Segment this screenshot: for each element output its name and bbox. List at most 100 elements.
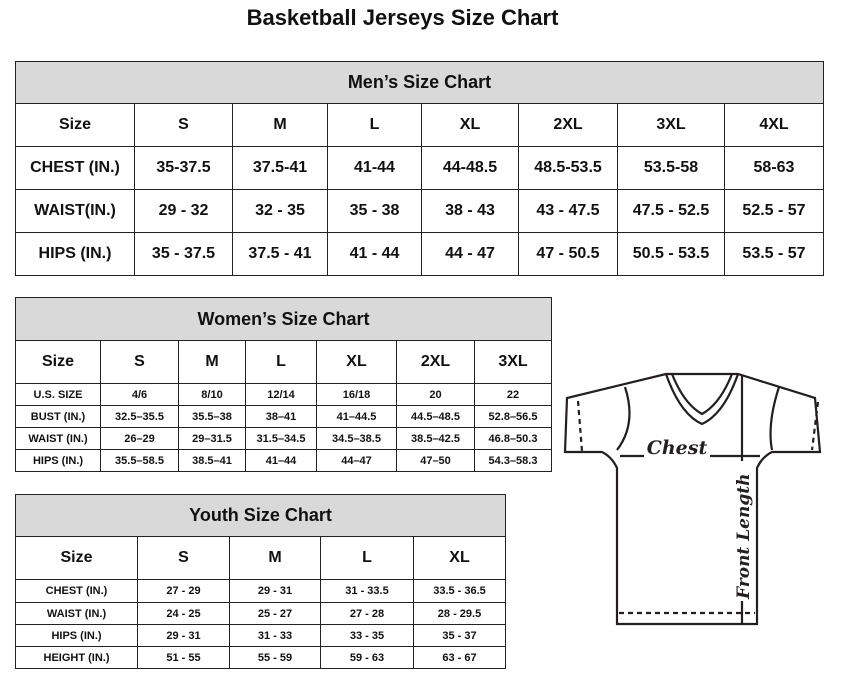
table-cell: 35 - 37 (412, 624, 507, 647)
size-column-header: 2XL (518, 103, 618, 147)
table-cell: 29–31.5 (178, 427, 246, 450)
table-cell: 32.5–35.5 (100, 405, 179, 428)
size-column-header: L (320, 536, 414, 580)
table-cell: 35 - 37.5 (134, 232, 233, 276)
row-label: BUST (IN.) (15, 405, 101, 428)
table-row: CHEST (IN.) 27 - 29 29 - 31 31 - 33.5 33.5 -… (15, 579, 507, 603)
table-cell: 44.5–48.5 (396, 405, 475, 428)
chest-label: Chest (647, 437, 708, 459)
row-label: HIPS (IN.) (15, 232, 135, 276)
size-column-header: XL (412, 536, 507, 580)
table-cell: 33 - 35 (320, 624, 414, 647)
youth-table-title: Youth Size Chart (14, 494, 507, 537)
table-cell: 63 - 67 (412, 646, 507, 669)
row-label: HIPS (IN.) (15, 449, 101, 472)
table-cell: 48.5-53.5 (518, 146, 618, 190)
table-cell: 8/10 (178, 383, 246, 406)
table-cell: 37.5 - 41 (232, 232, 328, 276)
collar (664, 373, 740, 426)
size-column-header: M (232, 103, 328, 147)
size-column-header: M (229, 536, 321, 580)
size-header-row: Size S M L XL 2XL 3XL (15, 340, 553, 384)
table-cell: 44-48.5 (421, 146, 519, 190)
table-cell: 26–29 (100, 427, 179, 450)
table-cell: 51 - 55 (137, 646, 230, 669)
row-label: CHEST (IN.) (15, 579, 138, 603)
size-column-header: 2XL (396, 340, 475, 384)
men-table-title: Men’s Size Chart (15, 61, 824, 104)
table-cell: 47–50 (396, 449, 475, 472)
row-label: WAIST(IN.) (15, 189, 135, 233)
size-column-header: 3XL (617, 103, 725, 147)
table-cell: 16/18 (316, 383, 397, 406)
page-title: Basketball Jerseys Size Chart (246, 5, 559, 30)
table-row: WAIST(IN.) 29 - 32 32 - 35 35 - 38 38 - 43 43… (15, 189, 824, 233)
size-column-header: M (178, 340, 246, 384)
table-cell: 12/14 (245, 383, 317, 406)
size-header-row: Size S M L XL 2XL 3XL 4XL (15, 103, 824, 147)
table-cell: 41 - 44 (327, 232, 422, 276)
table-row: BUST (IN.) 32.5–35.5 35.5–38 38–41 41–44.5 44… (15, 405, 553, 428)
table-cell: 47.5 - 52.5 (617, 189, 725, 233)
size-column-header: L (245, 340, 317, 384)
row-label: Size (15, 536, 138, 580)
table-cell: 31 - 33 (229, 624, 321, 647)
table-cell: 41–44.5 (316, 405, 397, 428)
shirt-outline (563, 372, 822, 626)
row-label: Size (15, 340, 101, 384)
size-column-header: 3XL (473, 340, 553, 384)
table-cell: 54.3–58.3 (473, 449, 553, 472)
size-column-header: S (137, 536, 230, 580)
table-cell: 28 - 29.5 (412, 602, 507, 625)
table-row: HEIGHT (IN.) 51 - 55 55 - 59 59 - 63 63 - 67 (15, 646, 507, 669)
table-cell: 33.5 - 36.5 (412, 579, 507, 603)
table-cell: 29 - 32 (134, 189, 233, 233)
table-cell: 27 - 29 (137, 579, 230, 603)
table-cell: 41-44 (327, 146, 422, 190)
table-cell: 20 (396, 383, 475, 406)
table-cell: 53.5 - 57 (724, 232, 824, 276)
table-cell: 58-63 (724, 146, 824, 190)
table-cell: 29 - 31 (137, 624, 230, 647)
table-cell: 35-37.5 (134, 146, 233, 190)
table-cell: 37.5-41 (232, 146, 328, 190)
size-column-header: 4XL (724, 103, 824, 147)
front-length-label: Front Length (734, 474, 754, 600)
womens-size-table: Women’s Size Chart Size S M L XL 2XL 3XL U.S. SI… (14, 297, 553, 472)
table-row: CHEST (IN.) 35-37.5 37.5-41 41-44 44-48.5 48.… (15, 146, 824, 190)
table-cell: 38 - 43 (421, 189, 519, 233)
size-column-header: XL (421, 103, 519, 147)
table-cell: 32 - 35 (232, 189, 328, 233)
table-cell: 24 - 25 (137, 602, 230, 625)
size-column-header: S (134, 103, 233, 147)
table-cell: 53.5-58 (617, 146, 725, 190)
table-cell: 27 - 28 (320, 602, 414, 625)
table-cell: 31.5–34.5 (245, 427, 317, 450)
size-column-header: S (100, 340, 179, 384)
table-row: HIPS (IN.) 35.5–58.5 38.5–41 41–44 44–47 47–5… (15, 449, 553, 472)
table-cell: 22 (473, 383, 553, 406)
mens-size-table: Men’s Size Chart Size S M L XL 2XL 3XL 4XL CHEST … (15, 61, 824, 276)
row-label: CHEST (IN.) (15, 146, 135, 190)
table-cell: 25 - 27 (229, 602, 321, 625)
table-cell: 52.5 - 57 (724, 189, 824, 233)
table-row: HIPS (IN.) 35 - 37.5 37.5 - 41 41 - 44 44 - … (15, 232, 824, 276)
table-cell: 35 - 38 (327, 189, 422, 233)
table-cell: 50.5 - 53.5 (617, 232, 725, 276)
table-cell: 4/6 (100, 383, 179, 406)
table-cell: 34.5–38.5 (316, 427, 397, 450)
row-label: Size (15, 103, 135, 147)
table-cell: 52.8–56.5 (473, 405, 553, 428)
table-cell: 35.5–38 (178, 405, 246, 428)
table-cell: 59 - 63 (320, 646, 414, 669)
row-label: HEIGHT (IN.) (15, 646, 138, 669)
tshirt-diagram: Chest Front Length (563, 372, 822, 626)
table-cell: 47 - 50.5 (518, 232, 618, 276)
youth-size-table: Youth Size Chart Size S M L XL CHEST (IN.) 27 -… (14, 494, 507, 669)
table-cell: 35.5–58.5 (100, 449, 179, 472)
table-cell: 38.5–42.5 (396, 427, 475, 450)
women-table-title: Women’s Size Chart (14, 297, 553, 341)
table-cell: 38–41 (245, 405, 317, 428)
size-column-header: L (327, 103, 422, 147)
table-cell: 31 - 33.5 (320, 579, 414, 603)
